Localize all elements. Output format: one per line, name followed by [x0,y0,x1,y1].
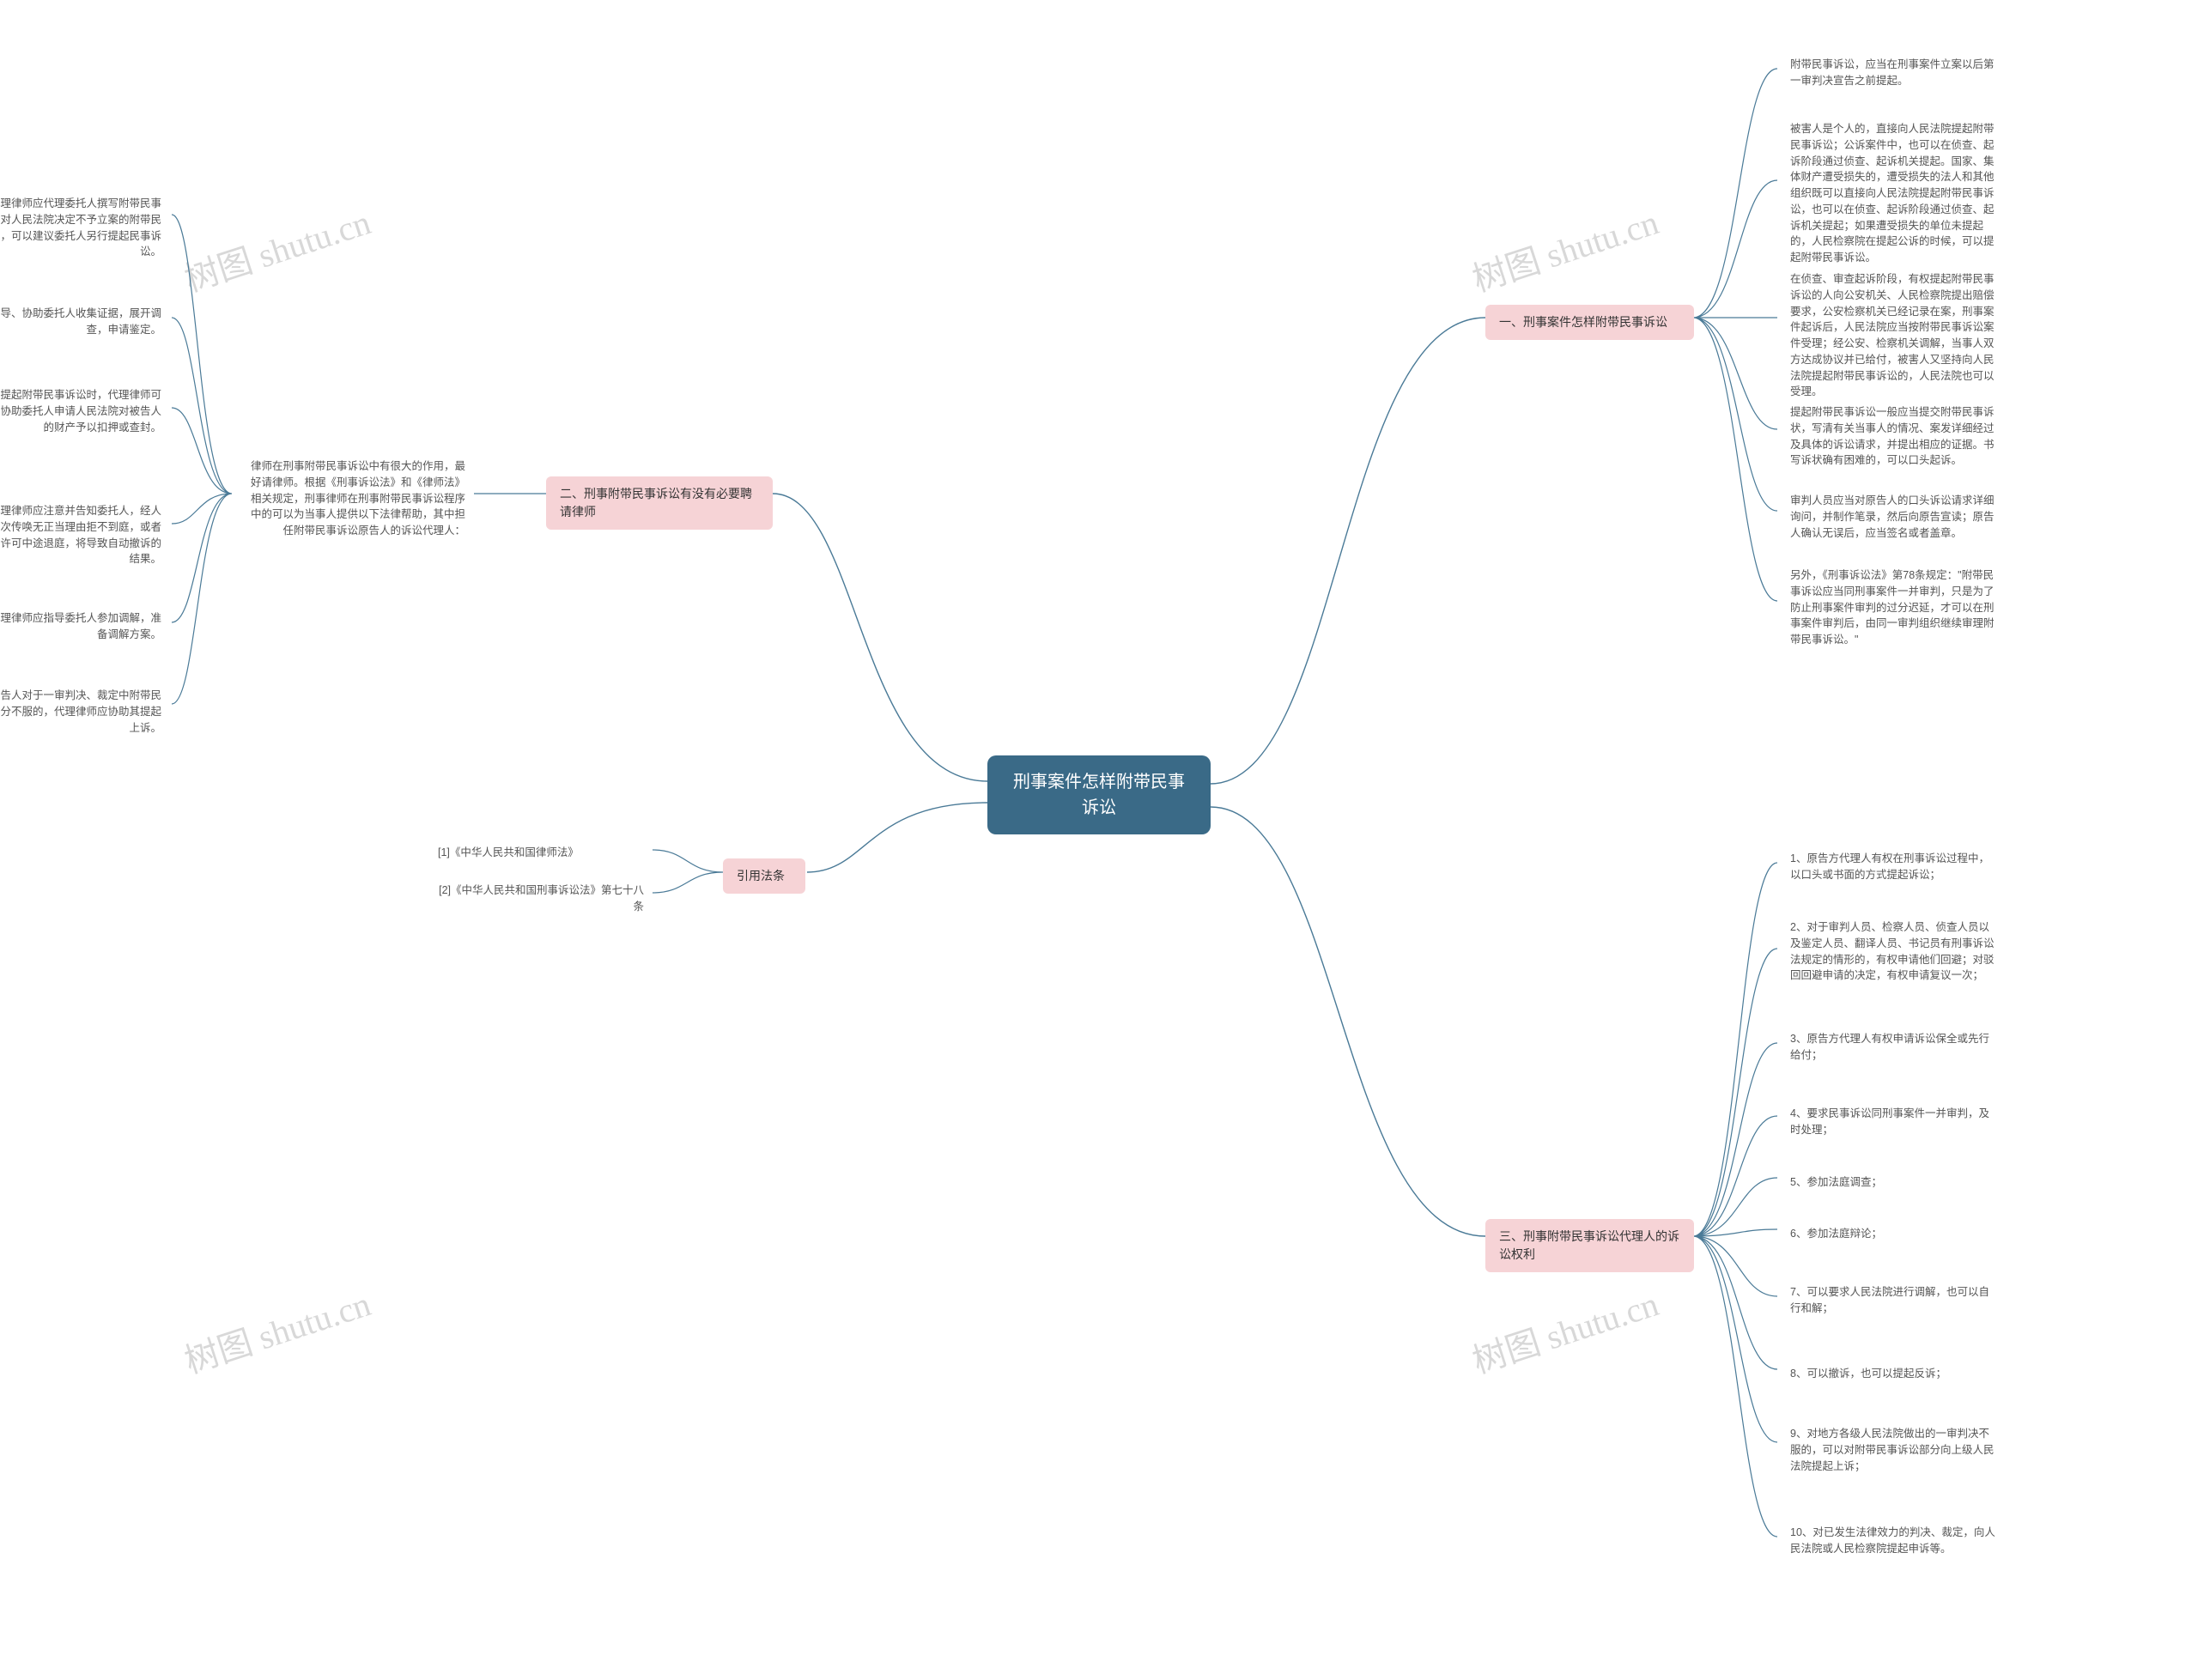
branch-2-leaf-3: （3）在提起附带民事诉讼时，代理律师可以建议或协助委托人申请人民法院对被告人的财… [0,382,170,440]
branch-1-leaf-3: 在侦查、审查起诉阶段，有权提起附带民事诉讼的人向公安机关、人民检察院提出赔偿要求… [1782,266,2005,405]
branch-3-leaf-1: 1、原告方代理人有权在刑事诉讼过程中，以口头或书面的方式提起诉讼； [1782,846,2005,889]
branch-1-leaf-6: 另外，《刑事诉讼法》第78条规定："附带民事诉讼应当同刑事案件一并审判，只是为了… [1782,562,2005,653]
branch-3-leaf-3: 3、原告方代理人有权申请诉讼保全或先行给付； [1782,1026,2005,1069]
branch-4-leaf-2: [2]《中华人民共和国刑事诉讼法》第七十八条 [429,877,653,920]
center-node: 刑事案件怎样附带民事诉讼 [987,755,1211,834]
branch-3-leaf-5: 5、参加法庭调查； [1782,1169,1891,1196]
branch-3-leaf-7: 7、可以要求人民法院进行调解，也可以自行和解； [1782,1279,2005,1322]
watermark: 树图 shutu.cn [1466,195,1664,302]
branch-2-leaf-1: （1）代理律师应代理委托人撰写附带民事起诉状。对人民法院决定不予立案的附带民事诉… [0,191,170,265]
branch-3-leaf-6: 6、参加法庭辩论； [1782,1221,1891,1247]
branch-1: 一、刑事案件怎样附带民事诉讼 [1485,305,1694,340]
watermark: 树图 shutu.cn [178,1277,376,1384]
branch-2: 二、刑事附带民事诉讼有没有必要聘请律师 [546,476,773,530]
branch-3-leaf-4: 4、要求民事诉讼同刑事案件一并审判，及时处理； [1782,1101,2005,1143]
branch-2-leaf-5: （5）代理律师应指导委托人参加调解，准备调解方案。 [0,605,170,648]
watermark: 树图 shutu.cn [178,195,376,302]
branch-1-leaf-2: 被害人是个人的，直接向人民法院提起附带民事诉讼；公诉案件中，也可以在侦查、起诉阶… [1782,116,2005,271]
branch-3-leaf-2: 2、对于审判人员、检察人员、侦查人员以及鉴定人员、翻译人员、书记员有刑事诉讼法规… [1782,914,2005,989]
branch-4: 引用法条 [723,858,805,894]
watermark: 树图 shutu.cn [1466,1277,1664,1384]
branch-1-leaf-5: 审判人员应当对原告人的口头诉讼请求详细询问，并制作笔录，然后向原告宣读；原告人确… [1782,488,2005,546]
branch-3-leaf-8: 8、可以撤诉，也可以提起反诉； [1782,1361,1955,1387]
branch-2-leaf-4: （4）代理律师应注意并告知委托人，经人民法院两次传唤无正当理由拒不到庭，或者未经… [0,498,170,573]
branch-3: 三、刑事附带民事诉讼代理人的诉讼权利 [1485,1219,1694,1272]
branch-2-leaf-2: （2）指导、协助委托人收集证据，展开调查，申请鉴定。 [0,300,170,343]
branch-4-leaf-1: [1]《中华人民共和国律师法》 [429,840,587,866]
branch-2-mid: 律师在刑事附带民事诉讼中有很大的作用，最好请律师。根据《刑事诉讼法》和《律师法》… [234,453,474,544]
branch-2-leaf-6: （6）原告人对于一审判决、裁定中附带民事诉讼部分不服的，代理律师应协助其提起上诉… [0,682,170,741]
branch-1-leaf-4: 提起附带民事诉讼一般应当提交附带民事诉状，写清有关当事人的情况、案发详细经过及具… [1782,399,2005,474]
branch-3-leaf-10: 10、对已发生法律效力的判决、裁定，向人民法院或人民检察院提起申诉等。 [1782,1519,2005,1562]
branch-1-leaf-1: 附带民事诉讼，应当在刑事案件立案以后第一审判决宣告之前提起。 [1782,52,2005,94]
branch-3-leaf-9: 9、对地方各级人民法院做出的一审判决不服的，可以对附带民事诉讼部分向上级人民法院… [1782,1421,2005,1479]
